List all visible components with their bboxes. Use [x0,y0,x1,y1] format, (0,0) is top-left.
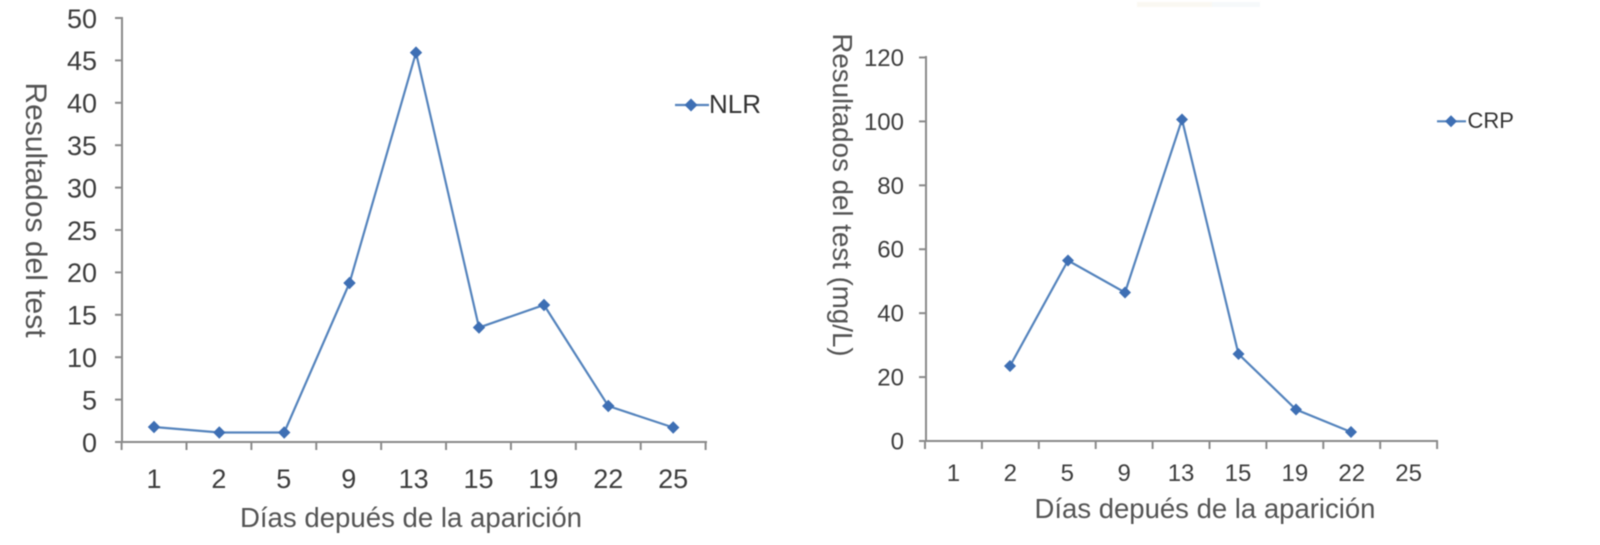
svg-text:25: 25 [658,464,688,494]
svg-text:120: 120 [864,45,904,72]
svg-text:22: 22 [593,464,623,494]
svg-text:0: 0 [82,428,97,458]
svg-text:15: 15 [1225,460,1252,487]
svg-text:CRP: CRP [1468,108,1514,133]
svg-text:NLR: NLR [709,89,761,119]
svg-text:80: 80 [877,173,904,200]
svg-text:2: 2 [211,464,226,494]
svg-text:35: 35 [67,131,97,161]
svg-text:1: 1 [147,464,162,494]
svg-text:100: 100 [864,109,904,136]
svg-text:20: 20 [877,365,904,392]
svg-text:40: 40 [67,89,97,119]
svg-text:Resultados del test (mg/L): Resultados del test (mg/L) [827,33,858,356]
svg-text:9: 9 [341,464,356,494]
svg-text:19: 19 [528,464,558,494]
svg-text:50: 50 [67,4,97,34]
svg-text:5: 5 [1061,460,1074,487]
svg-text:Días depués de la aparición: Días depués de la aparición [240,502,582,533]
svg-text:5: 5 [82,385,97,415]
svg-text:30: 30 [67,173,97,203]
svg-text:20: 20 [67,258,97,288]
svg-text:13: 13 [399,464,429,494]
svg-text:Días depués de la aparición: Días depués de la aparición [1035,493,1376,524]
svg-text:40: 40 [877,301,904,328]
svg-text:0: 0 [891,429,904,456]
svg-text:2: 2 [1004,460,1017,487]
svg-text:1: 1 [947,460,960,487]
svg-text:60: 60 [877,237,904,264]
svg-text:25: 25 [1395,460,1422,487]
svg-text:45: 45 [67,46,97,76]
svg-text:13: 13 [1168,460,1195,487]
svg-text:15: 15 [67,301,97,331]
svg-text:5: 5 [276,464,291,494]
svg-text:22: 22 [1338,460,1365,487]
svg-text:10: 10 [67,343,97,373]
svg-text:19: 19 [1281,460,1308,487]
svg-text:9: 9 [1117,460,1130,487]
svg-text:25: 25 [67,216,97,246]
svg-text:15: 15 [463,464,493,494]
svg-text:Resultados del test: Resultados del test [19,82,52,338]
